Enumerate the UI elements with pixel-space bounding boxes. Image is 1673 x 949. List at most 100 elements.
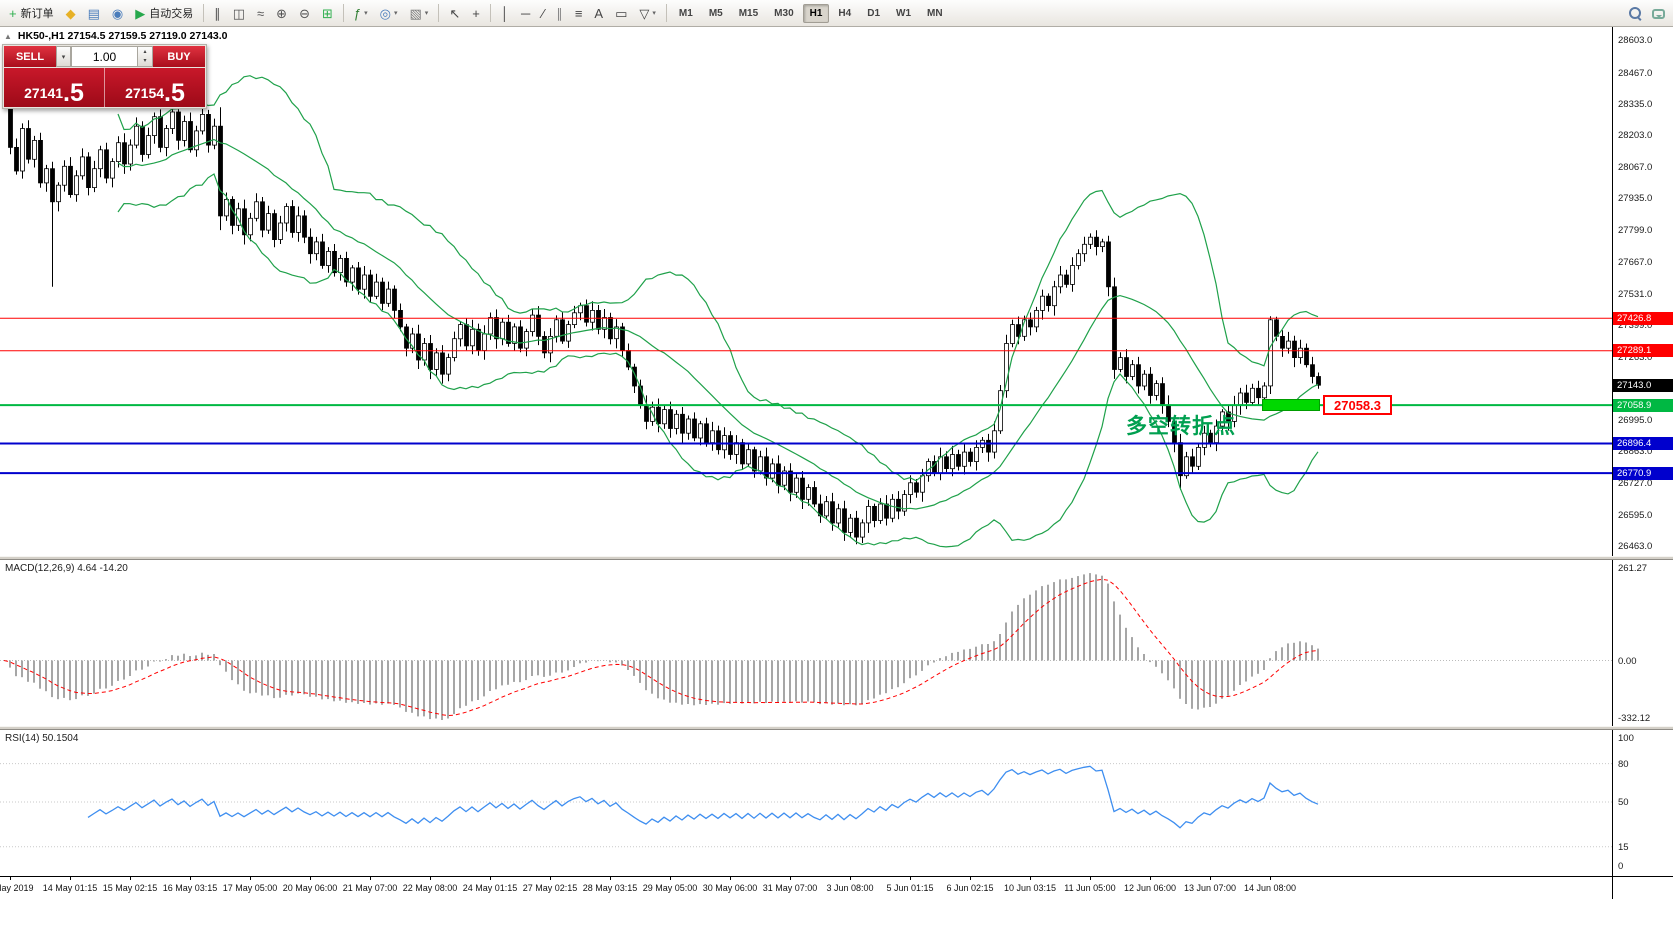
one-click-toggle-icon[interactable]: ▲	[4, 31, 12, 41]
templates-button[interactable]: ▧ ▾	[405, 2, 434, 24]
rsi-canvas[interactable]	[0, 730, 1612, 876]
trendline-button[interactable]: ∕	[537, 2, 549, 24]
macd-axis-label: 0.00	[1618, 655, 1637, 667]
time-tick	[130, 877, 131, 880]
timeframe-w1-button[interactable]: W1	[889, 4, 918, 23]
line-chart-button[interactable]: ≈	[252, 2, 269, 24]
time-tick	[490, 877, 491, 880]
time-tick	[790, 877, 791, 880]
arrows-button[interactable]: ▽ ▾	[634, 2, 661, 24]
chart-plot-area[interactable]: ▲ HK50-,H1 27154.5 27159.5 27119.0 27143…	[0, 27, 1612, 556]
timeframe-d1-button[interactable]: D1	[860, 4, 887, 23]
price-axis[interactable]: 28603.0 28467.0 28335.0 28203.0 28067.0 27935…	[1612, 27, 1673, 556]
volume-input[interactable]	[71, 46, 138, 67]
panel-splitter[interactable]	[0, 726, 1673, 730]
chart-title: HK50-,H1 27154.5 27159.5 27119.0 27143.0	[17, 30, 228, 42]
data-window-icon: ▤	[87, 5, 100, 21]
macd-axis[interactable]: 261.27 0.00 -332.12	[1612, 560, 1673, 726]
text-label-button[interactable]: ▭	[610, 2, 632, 24]
dropdown-arrow-icon: ▾	[393, 10, 398, 17]
timeframe-m1-button[interactable]: M1	[672, 4, 700, 23]
highlight-zone[interactable]	[1262, 399, 1320, 412]
crosshair-button[interactable]: +	[467, 2, 485, 24]
rsi-axis-label: 15	[1618, 841, 1629, 853]
time-axis-label: 10 Jun 03:15	[1003, 883, 1057, 893]
sell-price-display[interactable]: 27141.5	[4, 68, 105, 107]
text-button[interactable]: A	[589, 2, 608, 24]
bar-chart-button[interactable]: ∥	[209, 2, 226, 24]
templates-icon: ▧	[409, 5, 422, 21]
timeframe-m30-button[interactable]: M30	[767, 4, 800, 23]
time-tick	[70, 877, 71, 880]
time-axis-label: 13 Jun 07:00	[1183, 883, 1237, 893]
market-watch-button[interactable]: ◆	[61, 2, 81, 24]
timeframe-h4-button[interactable]: H4	[831, 4, 858, 23]
channel-button[interactable]: ∥	[551, 2, 568, 24]
navigator-button[interactable]: ◉	[107, 2, 128, 24]
chart-annotation-text: 多空转折点	[1126, 415, 1236, 439]
time-tick	[730, 877, 731, 880]
macd-axis-label: -332.12	[1618, 713, 1651, 724]
arrows-icon: ▽	[639, 5, 650, 21]
timeframe-m5-button[interactable]: M5	[702, 4, 730, 23]
time-tick	[550, 877, 551, 880]
macd-histogram	[9, 573, 1319, 720]
timeframe-h1-button[interactable]: H1	[802, 3, 830, 23]
volume-stepper: ▴ ▾	[138, 46, 153, 67]
time-axis-label: 14 Jun 08:00	[1243, 883, 1297, 893]
macd-axis-label: 261.27	[1618, 563, 1648, 574]
trendline-icon: ∕	[542, 5, 545, 21]
price-axis-label: 27531.0	[1618, 288, 1653, 300]
time-axis-label: 14 May 01:15	[42, 883, 98, 893]
price-callout-label[interactable]: 27058.3	[1323, 395, 1392, 416]
autotrade-button[interactable]: ▶ 自动交易	[130, 2, 198, 24]
price-axis-label: 28335.0	[1618, 98, 1653, 110]
search-icon[interactable]	[1629, 7, 1642, 20]
vertical-line-button[interactable]: │	[496, 2, 514, 24]
cursor-button[interactable]: ↖	[444, 2, 465, 24]
panel-splitter[interactable]	[0, 556, 1673, 560]
rsi-panel: RSI(14) 50.1504 100 80 50 15 0	[0, 730, 1673, 876]
data-window-button[interactable]: ▤	[83, 2, 105, 24]
zoom-out-button[interactable]: ⊖	[294, 2, 315, 24]
horizontal-line-button[interactable]: ─	[516, 2, 535, 24]
chat-icon[interactable]	[1652, 8, 1665, 19]
timeframe-toolbar: M1 M5 M15 M30 H1 H4 D1 W1 MN	[671, 3, 951, 23]
time-tick	[910, 877, 911, 880]
sell-button[interactable]: SELL	[4, 46, 56, 67]
rsi-label: RSI(14) 50.1504	[5, 733, 79, 744]
order-type-dropdown[interactable]: ▾	[56, 46, 71, 67]
price-chart-canvas[interactable]	[0, 27, 1612, 556]
dropdown-arrow-icon: ▾	[424, 10, 429, 17]
toolbar-separator	[489, 4, 491, 22]
volume-up-button[interactable]: ▴	[138, 47, 152, 57]
time-axis-label: 11 Jun 05:00	[1064, 883, 1116, 893]
timeframe-mn-button[interactable]: MN	[920, 4, 950, 23]
text-icon: A	[594, 5, 604, 21]
fibonacci-button[interactable]: ≡	[570, 2, 588, 24]
time-tick	[310, 877, 311, 880]
time-axis-label: 30 May 06:00	[702, 883, 758, 893]
toolbar-separator	[665, 4, 667, 22]
new-order-button[interactable]: + 新订单	[4, 2, 59, 24]
time-tick	[430, 877, 431, 880]
time-axis[interactable]: 9 May 2019 14 May 01:15 15 May 02:15 16 May…	[0, 876, 1673, 899]
market-watch-icon: ◆	[65, 5, 76, 21]
objects-button[interactable]: ◎ ▾	[375, 2, 403, 24]
price-tag: 26896.4	[1613, 436, 1673, 450]
time-tick	[10, 877, 11, 880]
time-axis-label: 27 May 02:15	[522, 883, 578, 893]
buy-price-display[interactable]: 27154.5	[105, 68, 205, 107]
indicators-button[interactable]: ƒ ▾	[349, 2, 373, 24]
time-labels: 9 May 2019 14 May 01:15 15 May 02:15 16 May…	[0, 877, 1612, 899]
zoom-in-button[interactable]: ⊕	[271, 2, 292, 24]
macd-canvas[interactable]	[0, 560, 1612, 726]
rsi-axis[interactable]: 100 80 50 15 0	[1612, 730, 1673, 876]
time-tick	[610, 877, 611, 880]
volume-down-button[interactable]: ▾	[138, 57, 152, 67]
time-axis-label: 29 May 05:00	[642, 883, 698, 893]
candlestick-button[interactable]: ◫	[228, 2, 250, 24]
buy-button[interactable]: BUY	[153, 46, 205, 67]
timeframe-m15-button[interactable]: M15	[732, 4, 765, 23]
tile-windows-button[interactable]: ⊞	[317, 2, 338, 24]
